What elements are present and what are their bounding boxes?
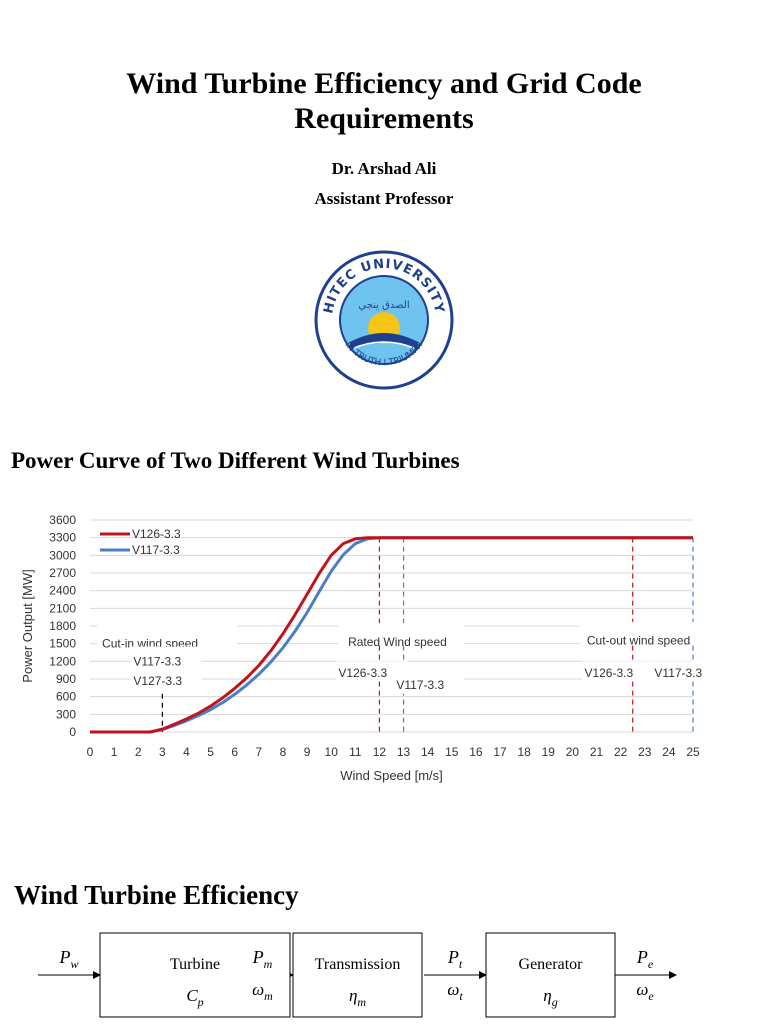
y-tick-label: 2100	[49, 601, 76, 615]
y-tick-label: 300	[56, 707, 76, 721]
chart-heading: Power Curve of Two Different Wind Turbin…	[11, 448, 460, 473]
y-tick-label: 3000	[49, 548, 76, 562]
rated-label-bg	[338, 623, 464, 646]
x-tick-label: 13	[397, 745, 411, 759]
x-tick-label: 8	[280, 745, 287, 759]
document-title: Wind Turbine Efficiency and Grid Code Re…	[0, 66, 768, 136]
link-power-label: Pm	[252, 947, 273, 971]
rated-v126-bg	[336, 661, 409, 682]
x-tick-label: 4	[183, 745, 190, 759]
y-tick-label: 1200	[49, 654, 76, 668]
block-name: Turbine	[170, 956, 220, 973]
block-parameter: ηg	[543, 986, 557, 1009]
y-tick-label: 2400	[49, 584, 76, 598]
x-tick-label: 0	[87, 745, 94, 759]
x-tick-label: 18	[517, 745, 531, 759]
rated-v126-label: V126-3.3	[338, 666, 387, 680]
y-tick-label: 1800	[49, 619, 76, 633]
y-tick-label: 2700	[49, 566, 76, 580]
x-tick-label: 25	[686, 745, 700, 759]
block-parameter: ηm	[349, 986, 366, 1009]
x-tick-label: 1	[111, 745, 118, 759]
title-line-1: Wind Turbine Efficiency and Grid Code	[126, 67, 642, 100]
cut-in-label-bg	[97, 624, 238, 647]
x-tick-label: 12	[373, 745, 387, 759]
x-tick-label: 2	[135, 745, 142, 759]
hitec-university-logo: الصدق ينجي HITEC UNIVERSITY IN TRUTH I T…	[314, 250, 454, 390]
x-tick-label: 9	[304, 745, 311, 759]
cutout-v126-bg	[582, 661, 655, 682]
cutout-label: Cut-out wind speed	[587, 634, 690, 648]
x-tick-label: 23	[638, 745, 652, 759]
block-generator	[485, 932, 616, 1018]
x-tick-label: 20	[566, 745, 580, 759]
rated-label: Rated Wind speed	[348, 635, 447, 649]
x-tick-label: 21	[590, 745, 604, 759]
x-tick-label: 19	[542, 745, 556, 759]
link-power-label: Pt	[447, 947, 463, 971]
link-speed-label: ωe	[636, 980, 654, 1003]
cut-in-models-bg	[131, 646, 202, 687]
cutout-v117-label: V117-3.3	[654, 666, 702, 680]
cutout-v126-label: V126-3.3	[584, 666, 633, 680]
x-tick-label: 5	[207, 745, 214, 759]
block-turbine	[99, 932, 291, 1018]
link-speed-label: ωm	[252, 980, 273, 1003]
x-tick-label: 7	[255, 745, 262, 759]
x-tick-label: 14	[421, 745, 435, 759]
series-line-v126-3.3	[90, 536, 693, 734]
x-tick-label: 11	[349, 745, 362, 759]
y-tick-label: 900	[56, 672, 76, 686]
x-tick-label: 15	[445, 745, 459, 759]
author-name: Dr. Arshad Ali	[331, 159, 437, 178]
block-transmission	[292, 932, 423, 1018]
x-tick-label: 16	[469, 745, 483, 759]
y-tick-label: 0	[69, 725, 76, 739]
x-tick-label: 10	[325, 745, 339, 759]
y-tick-label: 1500	[49, 637, 76, 651]
x-tick-label: 17	[493, 745, 507, 759]
rated-v117-label: V117-3.3	[396, 678, 444, 692]
power-curve-chart: 0300600900120015001800210024002700300033…	[20, 513, 720, 783]
efficiency-block-diagram: Turbine Cp Transmission ηm Generator ηg Pw Pm ωm…	[38, 932, 677, 1018]
x-tick-label: 6	[231, 745, 238, 759]
y-tick-label: 3300	[49, 531, 76, 545]
rated-v117-bg	[391, 673, 464, 694]
y-axis-label: Power Output [MW]	[20, 569, 35, 682]
x-tick-label: 3	[159, 745, 166, 759]
cut-in-v117-label: V117-3.3	[133, 654, 181, 668]
legend-label: V126-3.3	[132, 527, 181, 541]
block-name: Generator	[519, 956, 584, 973]
x-tick-label: 24	[662, 745, 676, 759]
efficiency-heading: Wind Turbine Efficiency	[14, 880, 299, 910]
block-name: Transmission	[315, 956, 401, 973]
logo-center-text: الصدق ينجي	[358, 300, 409, 311]
cut-in-v127-label: V127-3.3	[133, 674, 182, 688]
block-parameter: Cp	[186, 986, 203, 1009]
cutout-label-bg	[579, 621, 710, 644]
x-axis-label: Wind Speed [m/s]	[340, 768, 443, 783]
link-power-label: Pe	[636, 947, 654, 971]
cutout-v117-bg	[649, 661, 720, 682]
input-signal-label: Pw	[58, 947, 78, 971]
x-tick-label: 22	[614, 745, 628, 759]
y-tick-label: 3600	[49, 513, 76, 527]
y-tick-label: 600	[56, 690, 76, 704]
legend-label: V117-3.3	[132, 543, 180, 557]
title-line-2: Requirements	[294, 102, 474, 135]
author-role: Assistant Professor	[314, 189, 454, 208]
link-speed-label: ωt	[447, 980, 463, 1003]
